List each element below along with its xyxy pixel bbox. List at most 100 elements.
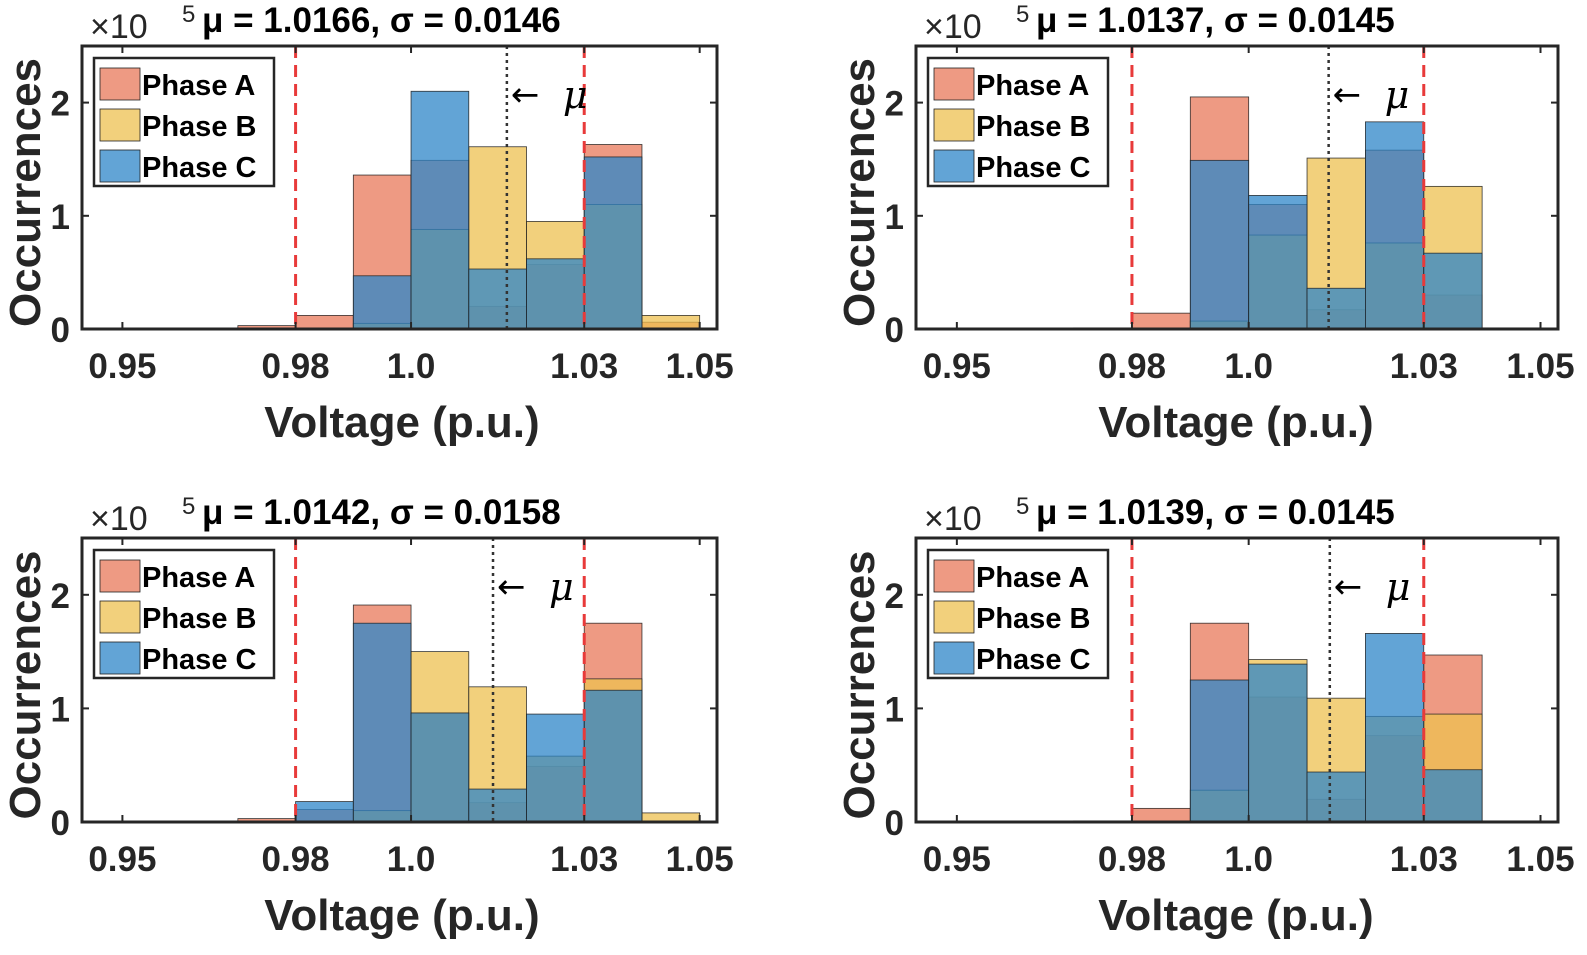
bar xyxy=(1131,312,1191,330)
mean-symbol: μ xyxy=(1386,565,1411,609)
panel-title: μ = 1.0142, σ = 0.0158 xyxy=(202,493,561,532)
legend-label: Phase B xyxy=(976,603,1090,635)
bar xyxy=(352,275,412,330)
y-exponent-base: ×10 xyxy=(924,500,982,538)
legend-label: Phase B xyxy=(142,111,256,143)
y-tick-label: 2 xyxy=(51,577,70,616)
legend-swatch-phase-a xyxy=(933,67,975,101)
bar xyxy=(1423,252,1483,330)
axes-box xyxy=(914,536,1560,824)
mean-symbol: μ xyxy=(563,73,588,117)
y-tick-label: 1 xyxy=(51,690,70,729)
title-mu: μ = 1.0142, xyxy=(202,493,390,532)
x-tick-label: 1.0 xyxy=(387,347,436,386)
y-exponent-power: 5 xyxy=(1016,493,1029,520)
panel-title: μ = 1.0139, σ = 0.0145 xyxy=(1036,493,1395,532)
legend: Phase A Phase B Phase C xyxy=(92,56,276,188)
bar xyxy=(583,156,643,330)
x-tick-label: 1.0 xyxy=(1224,840,1273,879)
panel-title: μ = 1.0166, σ = 0.0146 xyxy=(202,1,561,40)
legend-label: Phase A xyxy=(976,562,1089,594)
y-tick-label: 0 xyxy=(885,311,904,350)
y-exponent-power: 5 xyxy=(1016,1,1029,28)
legend-label: Phase B xyxy=(142,603,256,635)
title-mu: μ = 1.0139, xyxy=(1036,493,1224,532)
bar xyxy=(410,712,470,823)
legend-swatch-phase-c xyxy=(933,641,975,675)
bar xyxy=(641,315,701,330)
title-sigma: σ = 0.0158 xyxy=(390,493,561,532)
axes-box xyxy=(80,44,719,331)
y-tick-label: 2 xyxy=(51,85,70,124)
bar xyxy=(468,788,527,823)
axes-box xyxy=(914,44,1560,331)
title-mu: μ = 1.0137, xyxy=(1036,1,1224,40)
legend-swatch-phase-a xyxy=(99,67,141,101)
bar xyxy=(1365,633,1425,823)
mean-arrow: ← xyxy=(511,75,540,115)
mean-symbol: μ xyxy=(1385,73,1410,117)
title-sigma: σ = 0.0145 xyxy=(1224,493,1395,532)
legend-label: Phase C xyxy=(142,644,256,676)
x-tick-label: 0.98 xyxy=(262,840,330,879)
x-tick-label: 1.05 xyxy=(1506,347,1574,386)
y-tick-label: 0 xyxy=(885,804,904,843)
legend-label: Phase C xyxy=(976,152,1090,184)
legend-swatch-phase-a xyxy=(933,559,975,593)
bar xyxy=(1189,679,1250,823)
bar xyxy=(1423,769,1483,823)
mean-symbol: μ xyxy=(549,565,574,609)
legend-swatch-phase-c xyxy=(99,641,141,675)
bar xyxy=(295,315,354,330)
series-phase-c xyxy=(1189,121,1483,330)
legend-swatch-phase-c xyxy=(99,149,141,183)
bar xyxy=(1248,195,1308,330)
x-tick-label: 1.0 xyxy=(387,840,436,879)
x-tick-label: 0.95 xyxy=(88,840,156,879)
bar xyxy=(1306,287,1366,330)
legend: Phase A Phase B Phase C xyxy=(926,548,1110,680)
y-exponent-base: ×10 xyxy=(924,8,982,46)
x-axis-label: Voltage (p.u.) xyxy=(264,398,539,447)
x-tick-label: 0.98 xyxy=(262,347,330,386)
legend-swatch-phase-b xyxy=(933,600,975,634)
y-tick-label: 2 xyxy=(885,577,904,616)
legend-label: Phase A xyxy=(976,70,1089,102)
y-tick-label: 1 xyxy=(885,198,904,237)
y-tick-label: 1 xyxy=(885,690,904,729)
x-tick-label: 1.0 xyxy=(1224,347,1273,386)
title-sigma: σ = 0.0145 xyxy=(1224,1,1395,40)
x-tick-label: 1.03 xyxy=(1390,840,1458,879)
x-tick-label: 1.03 xyxy=(550,840,618,879)
x-tick-label: 0.95 xyxy=(923,347,991,386)
series-phase-c xyxy=(1189,633,1483,823)
legend-label: Phase C xyxy=(142,152,256,184)
bar xyxy=(583,689,643,823)
legend-swatch-phase-c xyxy=(933,149,975,183)
legend-swatch-phase-b xyxy=(99,108,141,142)
y-axis-label: Occurrences xyxy=(835,58,884,327)
mean-arrow: ← xyxy=(497,567,526,607)
legend: Phase A Phase B Phase C xyxy=(926,56,1110,188)
bar xyxy=(1306,771,1366,823)
bar xyxy=(1365,121,1425,330)
y-axis-label: Occurrences xyxy=(1,550,50,819)
legend: Phase A Phase B Phase C xyxy=(92,548,276,680)
x-tick-label: 1.05 xyxy=(1506,840,1574,879)
legend-swatch-phase-b xyxy=(99,600,141,634)
y-exponent-power: 5 xyxy=(182,1,195,28)
title-mu: μ = 1.0166, xyxy=(202,1,390,40)
x-axis-label: Voltage (p.u.) xyxy=(1098,891,1373,940)
x-tick-label: 0.95 xyxy=(88,347,156,386)
chart-panel-3: ← μ 0.95 0.98 1.0 1.03 1.05 0 1 2 Voltage (p.u.) Oc… xyxy=(1,493,734,940)
bar xyxy=(468,268,527,330)
x-tick-label: 1.05 xyxy=(666,840,734,879)
bar xyxy=(1131,807,1191,823)
bar xyxy=(295,801,354,823)
legend-label: Phase B xyxy=(976,111,1090,143)
panel-title: μ = 1.0137, σ = 0.0145 xyxy=(1036,1,1395,40)
x-tick-label: 0.95 xyxy=(923,840,991,879)
bar xyxy=(526,258,585,330)
legend-swatch-phase-a xyxy=(99,559,141,593)
